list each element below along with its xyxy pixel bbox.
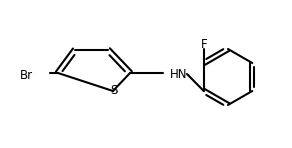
Text: Br: Br: [20, 69, 33, 82]
Text: F: F: [200, 37, 207, 50]
Text: HN: HN: [170, 67, 188, 81]
Text: S: S: [110, 83, 118, 96]
